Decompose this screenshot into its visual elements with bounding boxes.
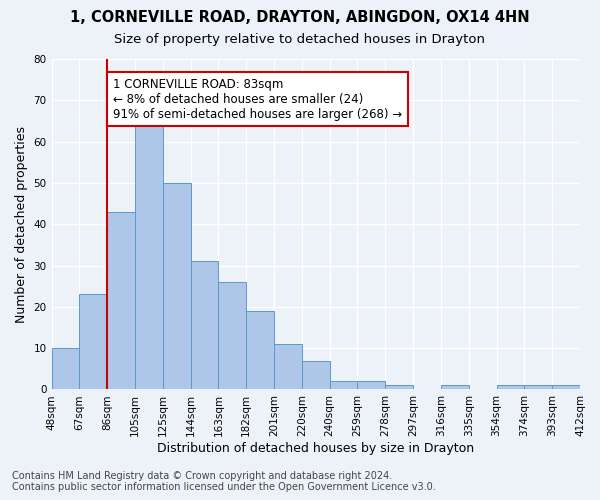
Bar xyxy=(163,183,191,390)
Bar xyxy=(107,212,135,390)
Bar xyxy=(274,344,302,390)
Bar xyxy=(52,348,79,390)
Bar xyxy=(135,117,163,390)
Text: Contains HM Land Registry data © Crown copyright and database right 2024.
Contai: Contains HM Land Registry data © Crown c… xyxy=(12,471,436,492)
Text: Size of property relative to detached houses in Drayton: Size of property relative to detached ho… xyxy=(115,32,485,46)
Bar xyxy=(385,386,413,390)
Y-axis label: Number of detached properties: Number of detached properties xyxy=(15,126,28,322)
Bar xyxy=(191,262,218,390)
Bar xyxy=(246,311,274,390)
Bar xyxy=(497,386,524,390)
X-axis label: Distribution of detached houses by size in Drayton: Distribution of detached houses by size … xyxy=(157,442,475,455)
Text: 1 CORNEVILLE ROAD: 83sqm
← 8% of detached houses are smaller (24)
91% of semi-de: 1 CORNEVILLE ROAD: 83sqm ← 8% of detache… xyxy=(113,78,402,120)
Bar xyxy=(329,381,358,390)
Bar xyxy=(302,360,329,390)
Bar xyxy=(358,381,385,390)
Bar xyxy=(79,294,107,390)
Bar xyxy=(441,386,469,390)
Bar xyxy=(218,282,246,390)
Bar xyxy=(552,386,580,390)
Bar xyxy=(524,386,552,390)
Text: 1, CORNEVILLE ROAD, DRAYTON, ABINGDON, OX14 4HN: 1, CORNEVILLE ROAD, DRAYTON, ABINGDON, O… xyxy=(70,10,530,25)
